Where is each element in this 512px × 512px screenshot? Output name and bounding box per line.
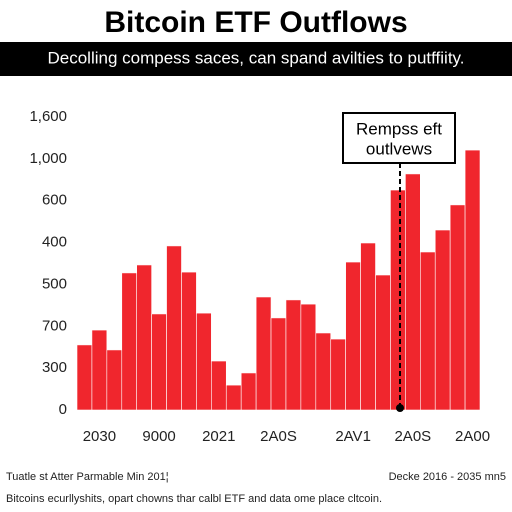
bar bbox=[405, 173, 421, 411]
bar bbox=[330, 338, 346, 411]
bar bbox=[76, 344, 93, 411]
bar bbox=[375, 274, 391, 411]
x-tick-label: 9000 bbox=[142, 428, 175, 445]
x-tick-label: 2A0S bbox=[260, 428, 297, 445]
bar bbox=[315, 332, 332, 411]
plot: 0 300 700 500 400 600 1,000 1,600 2030 9000 2021 2A… bbox=[29, 108, 490, 445]
y-tick-label: 400 bbox=[42, 234, 67, 251]
y-tick-label: 1,000 bbox=[29, 150, 67, 167]
bar bbox=[360, 242, 376, 411]
bar bbox=[121, 272, 138, 411]
bar bbox=[300, 303, 317, 411]
y-tick-label: 500 bbox=[42, 275, 67, 292]
bar bbox=[225, 384, 242, 411]
bar bbox=[434, 229, 451, 411]
y-tick-label: 1,600 bbox=[29, 108, 67, 125]
bar bbox=[136, 264, 152, 411]
bar bbox=[449, 204, 466, 411]
annotation-dot bbox=[396, 404, 404, 412]
y-tick-label: 700 bbox=[42, 317, 67, 334]
bar bbox=[390, 189, 406, 411]
footnote: Decke 2016 - 2035 mn5 bbox=[389, 471, 506, 483]
bar bbox=[419, 251, 436, 411]
footnote: Tuatle st Atter Parmable Min 201¦ bbox=[6, 471, 169, 483]
bar bbox=[151, 313, 167, 411]
bar bbox=[240, 372, 257, 411]
subtitle: Decolling compess saces, can spand avilt… bbox=[47, 48, 464, 67]
bar bbox=[464, 149, 481, 411]
subtitle-band bbox=[0, 42, 512, 76]
x-tick-label: 2030 bbox=[83, 428, 116, 445]
bar bbox=[181, 271, 197, 411]
x-tick-label: 2A0S bbox=[394, 428, 431, 445]
bar bbox=[285, 299, 302, 411]
bar bbox=[345, 261, 361, 411]
bar bbox=[270, 317, 287, 411]
bar bbox=[196, 312, 212, 411]
annotation-text: outlvews bbox=[366, 139, 432, 158]
chart-title: Bitcoin ETF Outflows bbox=[104, 6, 407, 39]
annotation-box bbox=[342, 112, 456, 164]
bar bbox=[255, 296, 272, 411]
x-tick-label: 2A00 bbox=[455, 428, 490, 445]
bar bbox=[211, 360, 227, 411]
annotation-text: Rempss eft bbox=[356, 119, 442, 138]
bar bbox=[91, 329, 108, 411]
y-tick-label: 300 bbox=[42, 359, 67, 376]
y-tick-label: 0 bbox=[59, 401, 67, 418]
x-tick-label: 2AV1 bbox=[335, 428, 371, 445]
x-tick-label: 2021 bbox=[202, 428, 235, 445]
caption: Bitcoins ecurllyshits, opart chowns thar… bbox=[6, 493, 382, 505]
bar bbox=[106, 349, 123, 411]
bar bbox=[166, 245, 182, 411]
y-tick-label: 600 bbox=[42, 192, 67, 209]
